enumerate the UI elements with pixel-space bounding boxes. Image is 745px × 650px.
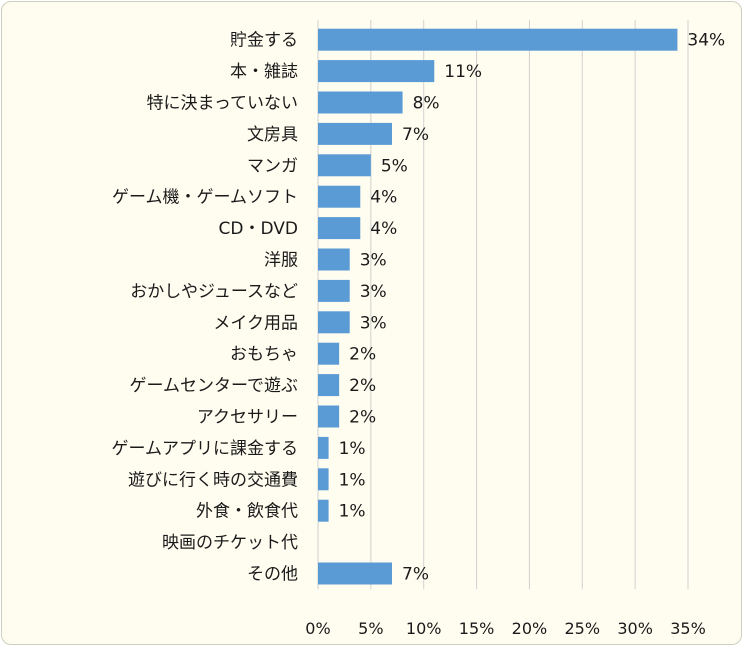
category-label: おかしやジュースなど bbox=[130, 282, 298, 302]
category-label: アクセサリー bbox=[197, 408, 298, 428]
data-label: 3% bbox=[360, 313, 387, 333]
data-label: 2% bbox=[349, 376, 376, 396]
bar bbox=[318, 248, 350, 271]
x-tick-label: 35% bbox=[670, 619, 706, 638]
category-label: おもちゃ bbox=[230, 345, 298, 365]
data-label: 1% bbox=[339, 470, 366, 490]
data-label: 34% bbox=[687, 31, 725, 51]
data-label: 2% bbox=[349, 345, 376, 365]
data-label: 4% bbox=[370, 219, 397, 239]
category-label: 特に決まっていない bbox=[147, 94, 298, 114]
data-label: 3% bbox=[360, 251, 387, 271]
x-tick-label: 5% bbox=[358, 619, 383, 638]
category-label: 外食・飲食代 bbox=[196, 502, 298, 522]
x-tick-label: 25% bbox=[565, 619, 601, 638]
data-label: 4% bbox=[370, 188, 397, 208]
category-label: 映画のチケット代 bbox=[162, 533, 298, 553]
bar bbox=[318, 311, 350, 334]
x-tick-label: 15% bbox=[459, 619, 495, 638]
data-label: 11% bbox=[444, 62, 482, 82]
bar bbox=[318, 122, 392, 145]
bar bbox=[318, 217, 361, 240]
category-label: メイク用品 bbox=[213, 313, 298, 333]
data-label: 5% bbox=[381, 156, 408, 176]
bar bbox=[318, 28, 678, 51]
category-label: CD・DVD bbox=[219, 219, 298, 239]
bar bbox=[318, 405, 340, 428]
data-label: 1% bbox=[339, 439, 366, 459]
bar bbox=[318, 436, 329, 459]
bar bbox=[318, 374, 340, 397]
bar bbox=[318, 342, 340, 365]
category-label: 貯金する bbox=[230, 31, 298, 51]
category-label: マンガ bbox=[247, 156, 298, 176]
bar bbox=[318, 91, 403, 114]
data-label: 8% bbox=[413, 94, 440, 114]
x-tick-label: 30% bbox=[617, 619, 653, 638]
category-label: 遊びに行く時の交通費 bbox=[128, 470, 298, 490]
category-label: 洋服 bbox=[264, 251, 298, 271]
bar bbox=[318, 279, 350, 302]
data-label: 7% bbox=[402, 125, 429, 145]
bar bbox=[318, 562, 392, 585]
bar bbox=[318, 185, 361, 208]
x-tick-label: 20% bbox=[512, 619, 548, 638]
bar bbox=[318, 468, 329, 491]
data-label: 1% bbox=[339, 502, 366, 522]
bar bbox=[318, 60, 435, 83]
category-label: 本・雑誌 bbox=[230, 62, 298, 82]
bar bbox=[318, 499, 329, 522]
data-label: 2% bbox=[349, 408, 376, 428]
category-label: 文房具 bbox=[247, 125, 298, 145]
x-tick-label: 10% bbox=[406, 619, 442, 638]
category-label: その他 bbox=[247, 565, 298, 585]
data-label: 3% bbox=[360, 282, 387, 302]
data-label: 7% bbox=[402, 565, 429, 585]
x-tick-label: 0% bbox=[305, 619, 330, 638]
category-label: ゲーム機・ゲームソフト bbox=[112, 188, 298, 208]
category-label: ゲームアプリに課金する bbox=[112, 439, 299, 459]
category-label: ゲームセンターで遊ぶ bbox=[130, 376, 298, 396]
bar bbox=[318, 154, 371, 177]
